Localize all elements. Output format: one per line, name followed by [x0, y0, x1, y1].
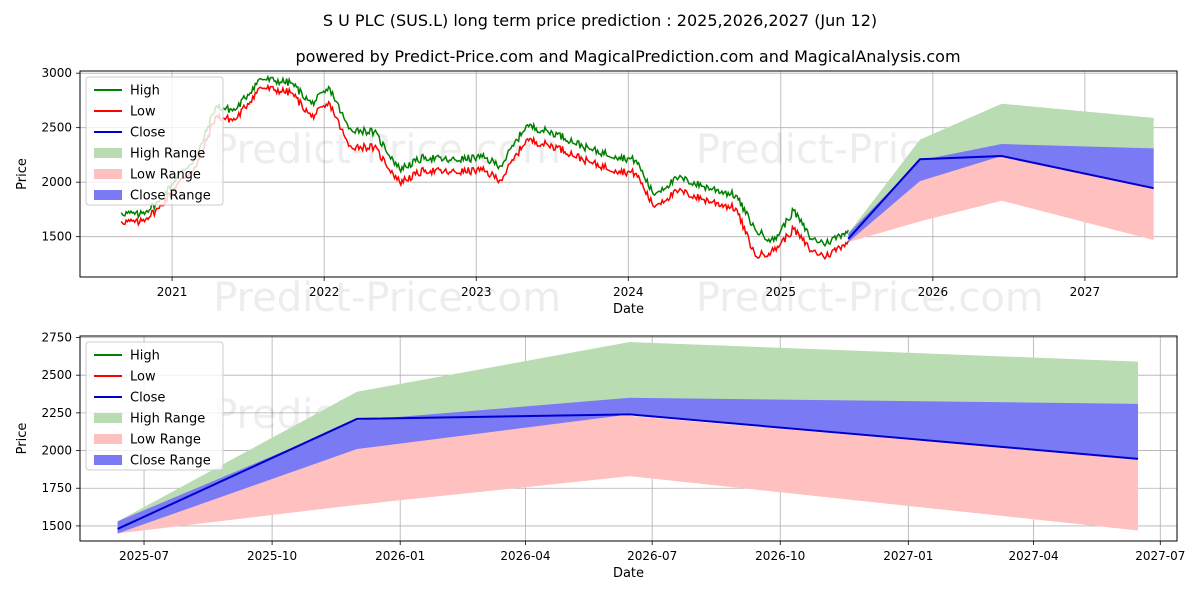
legend-label: Close — [130, 391, 165, 406]
legend-label: High — [130, 349, 160, 364]
x-tick-label: 2026-07 — [627, 549, 677, 563]
legend-swatch-patch — [94, 190, 122, 200]
legend-label: Close Range — [130, 454, 211, 469]
x-tick-label: 2026-10 — [755, 549, 805, 563]
x-tick-label: 2023 — [461, 285, 492, 299]
close-range-band — [117, 397, 1139, 534]
high-range-band — [117, 342, 1139, 532]
y-tick-label: 1750 — [41, 481, 72, 495]
plot-frame — [79, 335, 1178, 542]
x-tick-label: 2025-07 — [119, 549, 169, 563]
y-tick-label: 2000 — [41, 444, 72, 458]
close-range-band — [848, 144, 1154, 243]
legend-label: Low — [130, 370, 156, 385]
y-tick-label: 2500 — [41, 368, 72, 382]
legend-label: Low Range — [130, 433, 201, 448]
legend-label: Low — [130, 105, 156, 120]
close-series-line — [847, 155, 1154, 240]
x-tick-label: 2024 — [613, 285, 644, 299]
y-axis-label: Price — [15, 423, 30, 455]
x-tick-label: 2025 — [766, 285, 797, 299]
y-tick-label: 3000 — [41, 66, 72, 80]
legend-swatch-patch — [94, 169, 122, 179]
y-tick-label: 2250 — [41, 406, 72, 420]
legend-swatch-patch — [94, 455, 122, 465]
x-tick-label: 2027 — [1070, 285, 1101, 299]
x-tick-label: 2027-07 — [1135, 549, 1185, 563]
low-series-line — [120, 83, 849, 261]
legend-label: Low Range — [130, 168, 201, 183]
watermark-text: Predict-Price.com — [213, 275, 561, 321]
legend-swatch-patch — [94, 413, 122, 423]
y-tick-label: 1500 — [41, 519, 72, 533]
x-tick-label: 2026-04 — [500, 549, 550, 563]
forecast-chart: 2025-07 2025-10 2026-01 2026-04 2026-07 2026-… — [15, 331, 1185, 581]
x-axis-label: Date — [613, 566, 644, 581]
legend-swatch-patch — [94, 434, 122, 444]
x-tick-label: 2027-01 — [883, 549, 933, 563]
watermark-text: Predict-Price.com — [696, 275, 1044, 321]
legend-swatch-patch — [94, 148, 122, 158]
y-tick-label: 1500 — [41, 230, 72, 244]
chart-title: S U PLC (SUS.L) long term price predicti… — [323, 11, 877, 30]
legend: High Low Close High Range Low Range Close Ran… — [85, 341, 224, 471]
x-tick-label: 2027-04 — [1009, 549, 1059, 563]
legend: High Low Close High Range Low Range Close Ran… — [85, 76, 224, 206]
legend-label: High Range — [130, 147, 205, 162]
x-tick-label: 2022 — [309, 285, 340, 299]
x-axis-label: Date — [613, 302, 644, 317]
legend-label: High — [130, 84, 160, 99]
y-tick-label: 2000 — [41, 175, 72, 189]
chart-subtitle: powered by Predict-Price.com and Magical… — [295, 47, 960, 66]
x-tick-label: 2026 — [918, 285, 949, 299]
y-tick-label: 2500 — [41, 121, 72, 135]
long-term-chart: 2021 2022 2023 2024 2025 2026 2027 1500 2000 2500… — [15, 66, 1178, 321]
x-tick-label: 2026-01 — [375, 549, 425, 563]
y-tick-label: 2750 — [41, 331, 72, 345]
close-series-line — [117, 413, 1139, 530]
x-tick-label: 2025-10 — [247, 549, 297, 563]
high-range-band — [848, 103, 1154, 242]
x-tick-label: 2021 — [157, 285, 188, 299]
y-axis-label: Price — [15, 158, 30, 190]
legend-label: High Range — [130, 412, 205, 427]
high-series-line — [120, 74, 849, 248]
legend-label: Close Range — [130, 189, 211, 204]
plot-frame — [79, 70, 1178, 278]
legend-label: Close — [130, 126, 165, 141]
